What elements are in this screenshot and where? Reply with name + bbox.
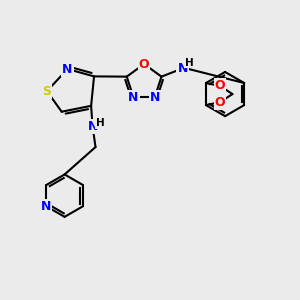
Text: N: N	[128, 91, 139, 103]
Text: N: N	[150, 91, 160, 103]
Text: O: O	[215, 96, 225, 109]
Text: H: H	[96, 118, 104, 128]
Text: S: S	[42, 85, 51, 98]
Text: N: N	[87, 120, 98, 133]
Text: N: N	[62, 62, 73, 76]
Text: O: O	[215, 80, 225, 92]
Text: N: N	[178, 62, 188, 75]
Text: O: O	[139, 58, 149, 70]
Text: N: N	[41, 200, 51, 213]
Text: H: H	[185, 58, 194, 68]
